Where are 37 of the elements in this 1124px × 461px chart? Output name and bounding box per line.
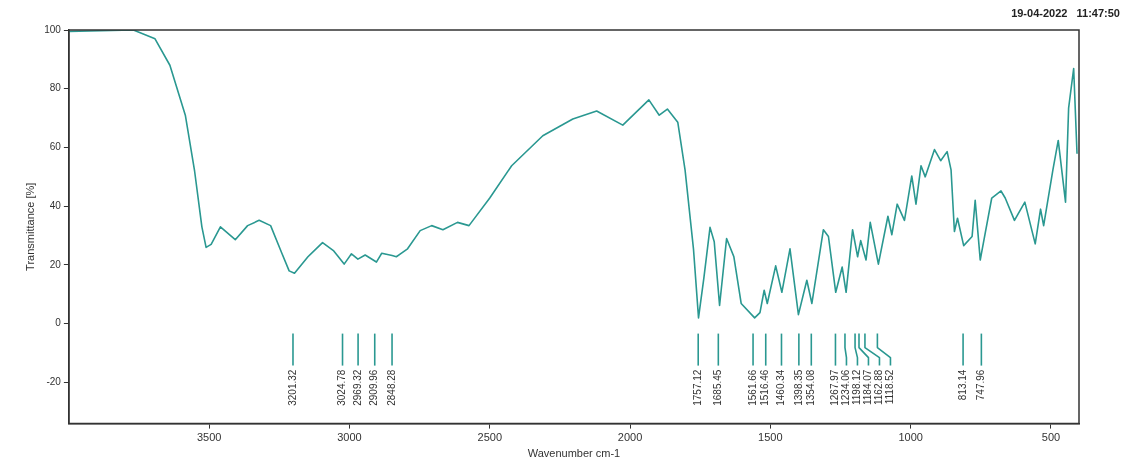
annotation: 3201.32: [286, 369, 298, 406]
x-tick-label: 500: [1041, 431, 1061, 444]
y-tick-label: 0: [55, 317, 62, 329]
annotation: 747.96: [975, 369, 987, 401]
annotation: 2909.96: [368, 369, 380, 406]
y-tick-label: 100: [44, 23, 62, 35]
annotation: 1561.66: [746, 369, 758, 406]
x-tick-label: 2500: [477, 431, 503, 444]
x-tick-label: 1500: [758, 431, 783, 444]
y-tick-label: 60: [49, 141, 62, 153]
annotation: 2969.32: [351, 369, 363, 406]
annotation: 1757.12: [691, 369, 703, 406]
annotation: 1398.35: [792, 369, 804, 406]
annotation: 1198.12: [851, 369, 863, 406]
x-axis-title: Wavenumber cm-1: [527, 447, 621, 460]
x-tick-label: 1000: [898, 431, 923, 444]
y-tick-label: 80: [49, 82, 62, 94]
annotation: 1354.08: [805, 369, 817, 406]
y-axis-title: Transmittance [%]: [23, 182, 36, 271]
annotation: 3024.78: [336, 369, 348, 406]
x-tick-label: 3000: [337, 431, 362, 444]
annotation: 1234.06: [840, 369, 852, 406]
x-tick-label: 3500: [196, 431, 222, 444]
x-tick-label: 2000: [617, 431, 643, 444]
annotation: 2848.28: [385, 369, 397, 406]
y-tick-label: 40: [49, 199, 62, 211]
annotation: 1516.46: [759, 369, 771, 406]
annotation: 1685.45: [712, 369, 724, 406]
annotation: 1460.34: [775, 369, 787, 406]
text: 19-04-2022 11:47:50: [1011, 6, 1120, 19]
annotation: 1184.07: [862, 369, 874, 406]
annotation: 813.14: [956, 369, 968, 401]
annotation: 1162.88: [873, 369, 885, 406]
annotation: 1118.52: [884, 369, 896, 405]
y-tick-label: 20: [49, 258, 62, 270]
y-tick-label: -20: [46, 376, 62, 388]
annotation: 1267.97: [829, 369, 841, 406]
